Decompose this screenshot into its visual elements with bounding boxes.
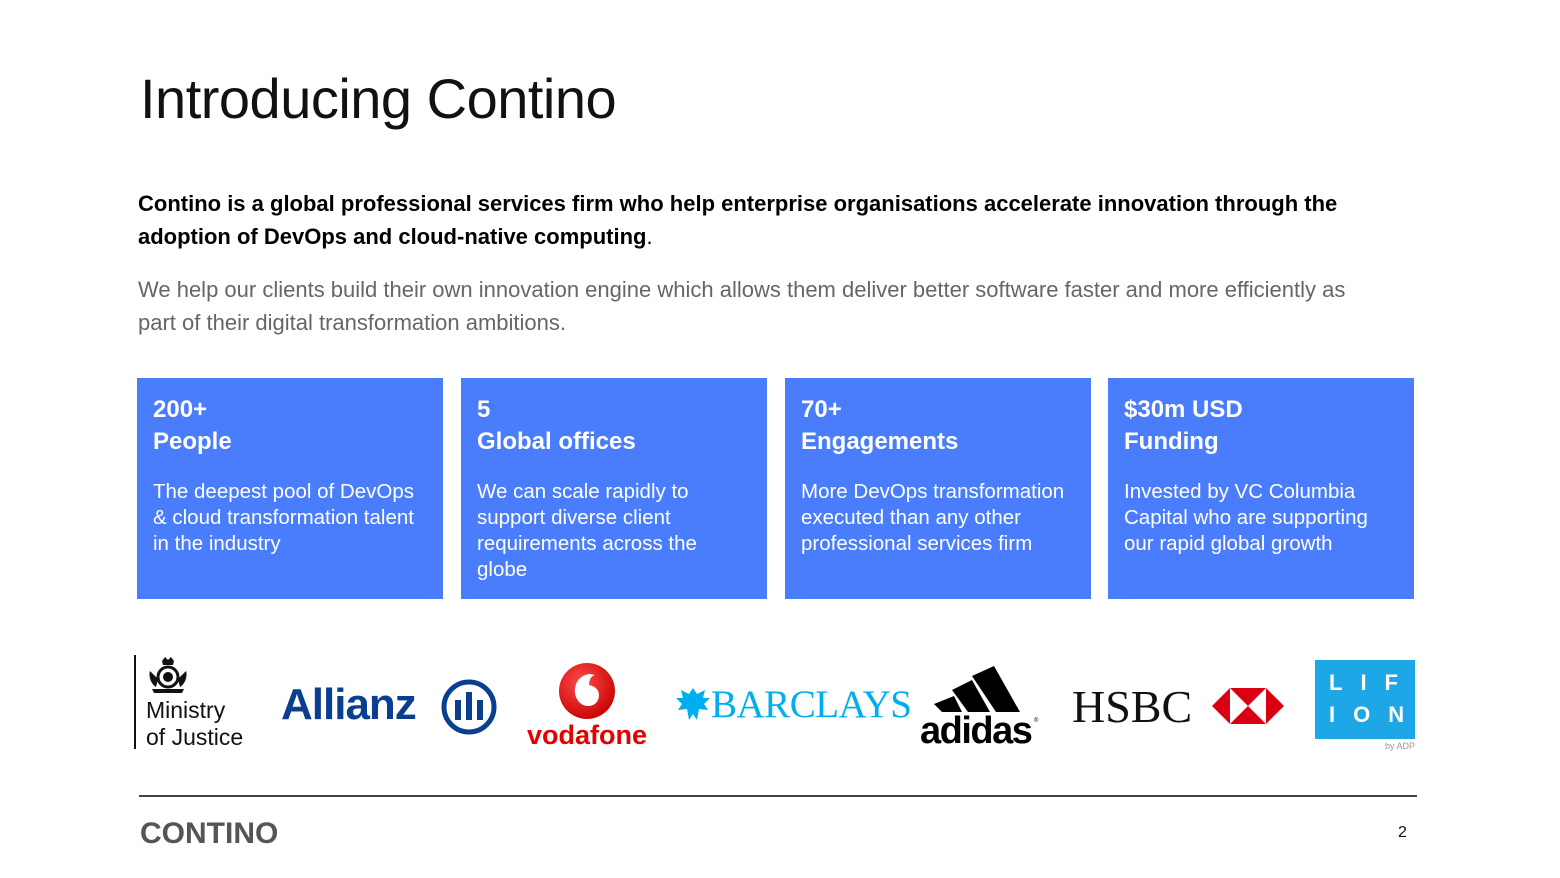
- stat-value: $30m USD: [1124, 396, 1243, 423]
- stat-label: Funding: [1124, 428, 1219, 455]
- allianz-logo: Allianz: [281, 676, 501, 740]
- adidas-stripes-icon: [934, 666, 1020, 712]
- lifion-row-2: ION: [1329, 702, 1423, 727]
- hsbc-logo: HSBC: [1072, 681, 1287, 732]
- eagle-icon: [676, 688, 710, 720]
- hsbc-wordmark: HSBC: [1072, 681, 1193, 732]
- adidas-logo: adidas ®: [920, 664, 1046, 752]
- vodafone-wordmark: vodafone: [526, 720, 647, 750]
- intro-statement: Contino is a global professional service…: [138, 187, 1388, 253]
- adidas-wordmark: adidas: [920, 710, 1033, 752]
- stat-value: 5: [477, 396, 491, 423]
- royal-crest-icon: [149, 657, 187, 693]
- slide-title: Introducing Contino: [140, 67, 617, 130]
- stat-label: People: [153, 428, 232, 455]
- lifion-logo: LIF ION by ADP: [1315, 660, 1415, 752]
- barclays-logo: BARCLAYS: [675, 683, 912, 728]
- intro-statement-punct: .: [646, 224, 653, 249]
- stat-card-engagements: 70+ Engagements More DevOps transformati…: [785, 378, 1091, 599]
- allianz-emblem-icon: [441, 679, 497, 735]
- adidas-registered-mark: ®: [1034, 718, 1039, 724]
- vodafone-speechmark-icon: [559, 663, 615, 719]
- stat-description: Invested by VC Columbia Capital who are …: [1124, 480, 1368, 555]
- barclays-wordmark: BARCLAYS: [711, 683, 912, 726]
- stat-label: Engagements: [801, 428, 959, 455]
- vodafone-logo: vodafone: [524, 662, 650, 750]
- stat-description: We can scale rapidly to support diverse …: [477, 480, 697, 581]
- stats-row: 200+ People The deepest pool of DevOps &…: [137, 378, 1414, 599]
- stat-card-people: 200+ People The deepest pool of DevOps &…: [137, 378, 443, 599]
- lifion-row-1: LIF: [1329, 670, 1416, 695]
- moj-line-2: of Justice: [146, 724, 244, 750]
- hsbc-hexagon-icon: [1212, 688, 1284, 724]
- stat-description: The deepest pool of DevOps & cloud trans…: [153, 480, 414, 555]
- page-number: 2: [1398, 824, 1407, 841]
- stat-label: Global offices: [477, 428, 636, 455]
- stat-value: 70+: [801, 396, 842, 423]
- intro-description: We help our clients build their own inno…: [138, 277, 1346, 335]
- ministry-of-justice-logo: Ministry of Justice: [134, 655, 261, 751]
- stat-value: 200+: [153, 396, 208, 423]
- stat-card-funding: $30m USD Funding Invested by VC Columbia…: [1108, 378, 1414, 599]
- stat-card-offices: 5 Global offices We can scale rapidly to…: [461, 378, 767, 599]
- footer-divider: [139, 795, 1417, 797]
- lifion-byline: by ADP: [1384, 741, 1415, 751]
- moj-line-1: Ministry: [146, 697, 226, 723]
- footer-brand-logo: CONTINO: [140, 817, 279, 850]
- stat-description: More DevOps transformation executed than…: [801, 480, 1065, 555]
- moj-wordmark: Ministry of Justice: [146, 697, 243, 751]
- lifion-badge: LIF ION: [1315, 660, 1415, 739]
- allianz-wordmark: Allianz: [281, 680, 417, 729]
- intro-statement-text: Contino is a global professional service…: [138, 191, 1338, 249]
